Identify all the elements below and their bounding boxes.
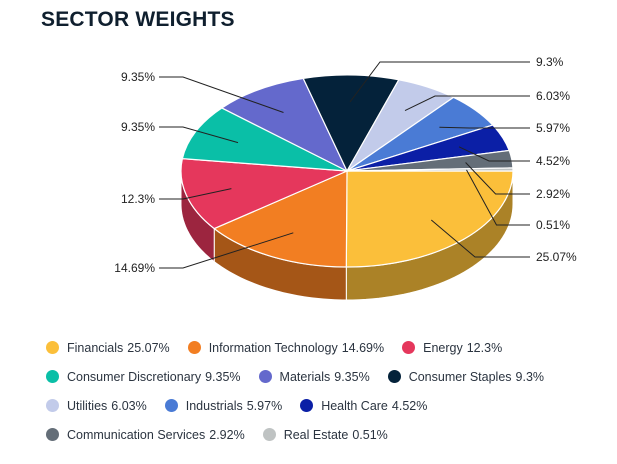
legend-value: 5.97% — [246, 398, 283, 413]
legend-label: Consumer Discretionary — [67, 369, 202, 384]
legend-text: Utilities 6.03% — [67, 399, 151, 413]
legend-text: Consumer Discretionary 9.35% — [67, 370, 245, 384]
legend-item[interactable]: Health Care 4.52% — [300, 399, 431, 413]
data-label: 0.51% — [536, 218, 570, 232]
legend-value: 4.52% — [391, 398, 428, 413]
legend-text: Communication Services 2.92% — [67, 428, 249, 442]
legend-text: Materials 9.35% — [280, 370, 374, 384]
callout-line — [159, 232, 294, 269]
callout-line — [465, 162, 530, 195]
legend-label: Health Care — [321, 398, 388, 413]
legend-text: Industrials 5.97% — [186, 399, 286, 413]
callout-line — [349, 61, 530, 103]
legend-swatch-icon — [164, 399, 178, 412]
pie-chart: 25.07% 14.69% 12.3% 9.35% 9.35% 9.3% 6.03% 5.97… — [114, 55, 577, 301]
legend-text: Information Technology 14.69% — [209, 341, 388, 355]
pie-slice-financials[interactable] — [345, 170, 514, 268]
callout-line — [404, 95, 530, 112]
legend-item[interactable]: Communication Services 2.92% — [46, 428, 249, 442]
legend-value: 0.51% — [352, 427, 388, 442]
callout-line — [439, 126, 530, 129]
legend-text: Real Estate 0.51% — [284, 428, 392, 442]
legend-item[interactable]: Materials 9.35% — [258, 370, 374, 384]
legend-value: 6.03% — [111, 398, 147, 413]
data-label: 12.3% — [121, 192, 155, 206]
legend-value: 14.69% — [341, 340, 385, 355]
legend-value: 9.35% — [205, 369, 241, 384]
chart-title: SECTOR WEIGHTS — [41, 8, 235, 31]
data-label: 25.07% — [536, 250, 577, 264]
legend-swatch-icon — [300, 399, 314, 412]
legend-swatch-icon — [46, 428, 59, 441]
pie-slice-consumer-staples[interactable] — [302, 74, 400, 172]
data-label: 5.97% — [536, 121, 570, 135]
legend-text: Consumer Staples 9.3% — [409, 370, 548, 384]
legend-text: Health Care 4.52% — [321, 399, 431, 413]
data-label: 2.92% — [536, 187, 570, 201]
legend-text: Financials 25.07% — [67, 341, 174, 355]
legend-item[interactable]: Industrials 5.97% — [164, 399, 286, 413]
legend-row: Communication Services 2.92% Real Estate 0.… — [46, 420, 606, 449]
pie-slice-energy[interactable] — [180, 158, 348, 230]
legend-label: Real Estate — [283, 427, 349, 442]
legend-label: Industrials — [185, 398, 243, 413]
legend-item[interactable]: Consumer Staples 9.3% — [387, 370, 548, 384]
data-label: 9.3% — [536, 55, 564, 69]
legend-item[interactable]: Real Estate 0.51% — [262, 428, 392, 442]
data-label: 4.52% — [536, 154, 570, 168]
legend-item[interactable]: Utilities 6.03% — [46, 399, 151, 413]
data-label: 9.35% — [121, 70, 155, 84]
data-label: 6.03% — [536, 89, 570, 103]
callout-line — [466, 169, 530, 226]
legend-label: Information Technology — [208, 340, 338, 355]
legend-value: 2.92% — [209, 427, 245, 442]
legend-swatch-icon — [402, 341, 416, 354]
data-label: 14.69% — [114, 261, 155, 275]
legend-swatch-icon — [258, 370, 272, 383]
legend-row: Financials 25.07% Information Technology 14… — [46, 333, 606, 362]
legend-item[interactable]: Financials 25.07% — [46, 341, 174, 355]
legend-value: 9.35% — [334, 369, 370, 384]
callout-line — [458, 146, 530, 162]
legend-label: Utilities — [67, 398, 108, 413]
legend-label: Financials — [67, 340, 124, 355]
callout-line — [430, 219, 530, 258]
legend-text: Energy 12.3% — [423, 341, 506, 355]
pie-slice-information-technology[interactable] — [213, 170, 348, 268]
legend-item[interactable]: Information Technology 14.69% — [187, 341, 388, 355]
pie-slice-consumer-discretionary[interactable] — [181, 107, 348, 172]
legend-row: Consumer Discretionary 9.35% Materials 9.35… — [46, 362, 606, 391]
legend-swatch-icon — [46, 341, 59, 354]
data-label: 9.35% — [121, 120, 155, 134]
legend-label: Consumer Staples — [408, 369, 512, 384]
legend-value: 12.3% — [466, 340, 503, 355]
legend-value: 9.3% — [515, 369, 545, 384]
legend-item[interactable]: Consumer Discretionary 9.35% — [46, 370, 245, 384]
legend-swatch-icon — [387, 370, 401, 383]
chart-legend: Financials 25.07% Information Technology 14… — [46, 333, 606, 449]
legend-swatch-icon — [187, 341, 201, 354]
callout-line — [159, 188, 232, 200]
legend-label: Materials — [279, 369, 331, 384]
legend-swatch-icon — [46, 370, 59, 383]
legend-row: Utilities 6.03% Industrials 5.97% Health Car… — [46, 391, 606, 420]
legend-swatch-icon — [46, 399, 59, 412]
legend-item[interactable]: Energy 12.3% — [402, 341, 506, 355]
callout-line — [159, 126, 239, 144]
legend-swatch-icon — [262, 428, 276, 441]
legend-label: Communication Services — [67, 427, 206, 442]
legend-label: Energy — [423, 340, 463, 355]
callout-line — [159, 76, 284, 113]
legend-value: 25.07% — [127, 340, 170, 355]
